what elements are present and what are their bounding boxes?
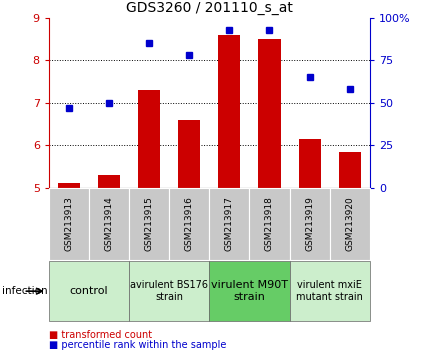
Text: avirulent BS176
strain: avirulent BS176 strain <box>130 280 208 302</box>
Text: ■ transformed count: ■ transformed count <box>49 330 152 339</box>
Text: GSM213914: GSM213914 <box>105 196 113 251</box>
Bar <box>129 188 169 260</box>
Bar <box>289 261 370 321</box>
Bar <box>138 90 160 188</box>
Bar <box>209 261 289 321</box>
Text: GSM213919: GSM213919 <box>305 196 314 251</box>
Bar <box>98 175 120 188</box>
Bar <box>129 261 209 321</box>
Bar <box>58 183 80 188</box>
Text: control: control <box>70 286 108 296</box>
Text: GSM213917: GSM213917 <box>225 196 234 251</box>
Title: GDS3260 / 201110_s_at: GDS3260 / 201110_s_at <box>126 1 293 15</box>
Bar <box>258 39 280 188</box>
Text: virulent M90T
strain: virulent M90T strain <box>211 280 288 302</box>
Bar <box>49 261 129 321</box>
Bar <box>330 188 370 260</box>
Text: GSM213913: GSM213913 <box>65 196 74 251</box>
Bar <box>339 152 361 188</box>
Bar <box>178 120 200 188</box>
Bar <box>298 139 320 188</box>
Text: GSM213920: GSM213920 <box>345 196 354 251</box>
Bar <box>218 35 241 188</box>
Bar <box>209 188 249 260</box>
Bar <box>289 188 330 260</box>
Text: GSM213918: GSM213918 <box>265 196 274 251</box>
Bar <box>169 188 209 260</box>
Bar <box>89 188 129 260</box>
Text: GSM213915: GSM213915 <box>144 196 154 251</box>
Bar <box>249 188 289 260</box>
Text: GSM213916: GSM213916 <box>185 196 194 251</box>
Text: virulent mxiE
mutant strain: virulent mxiE mutant strain <box>296 280 363 302</box>
Text: ■ percentile rank within the sample: ■ percentile rank within the sample <box>49 340 226 350</box>
Text: infection: infection <box>2 286 48 296</box>
Bar <box>49 188 89 260</box>
